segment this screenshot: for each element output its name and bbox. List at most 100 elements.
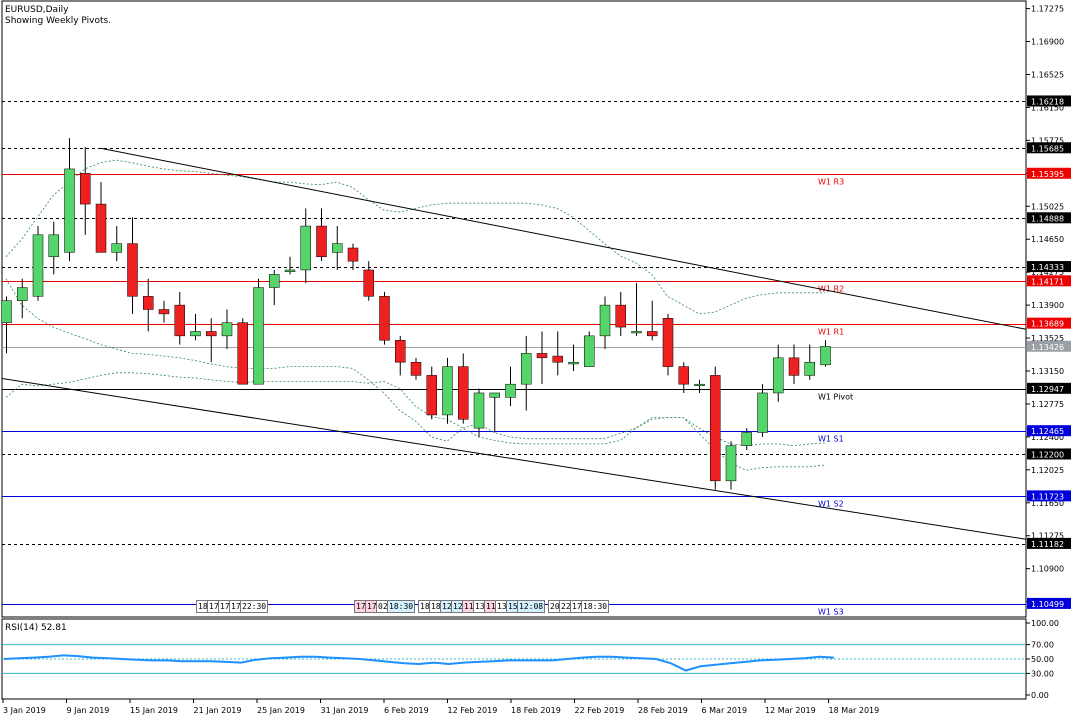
bollinger-bands — [5, 159, 826, 471]
candle-body — [568, 361, 579, 365]
candle-body — [757, 392, 768, 433]
candle — [662, 313, 674, 376]
rsi-tick-label: 70.00 — [1031, 641, 1054, 650]
price-tick-label: 1.16150 — [1031, 103, 1064, 112]
event-marker[interactable]: 12:08 — [517, 600, 546, 613]
candle-body — [631, 331, 642, 334]
candle — [426, 366, 437, 420]
candle — [458, 353, 469, 424]
candle-body — [694, 383, 705, 386]
date-label: 6 Feb 2019 — [384, 706, 429, 715]
level-price-label: 1.13689 — [1031, 320, 1064, 329]
rsi-tick-label: 30.00 — [1031, 669, 1054, 678]
candle — [95, 182, 107, 253]
event-marker[interactable]: 22:30 — [240, 600, 269, 613]
level-price-label: 1.12200 — [1031, 450, 1064, 459]
price-axis: 1.172751.169001.165251.161501.157751.154… — [1026, 5, 1071, 609]
level-price-box — [1027, 167, 1071, 179]
level-price-box — [1027, 597, 1071, 609]
date-label: 31 Jan 2019 — [321, 706, 369, 715]
candle-body — [820, 346, 831, 366]
level-price-label: 1.13426 — [1031, 343, 1064, 352]
price-tick-label: 1.13525 — [1031, 334, 1064, 343]
candle-body — [741, 432, 752, 446]
chart-frame — [1, 0, 1027, 700]
price-tick-label: 1.15775 — [1031, 136, 1064, 145]
candle — [631, 283, 642, 336]
date-axis: 3 Jan 2019 9 Jan 2019 15 Jan 2019 21 Jan 20… — [2, 699, 880, 715]
middle-band — [5, 372, 826, 447]
date-label: 3 Jan 2019 — [3, 706, 46, 715]
price-tick-label: 1.12775 — [1031, 400, 1064, 409]
date-label: 12 Mar 2019 — [765, 706, 816, 715]
candle-body — [32, 234, 44, 297]
date-label: 18 Mar 2019 — [829, 706, 880, 715]
candle — [80, 146, 91, 235]
price-tick-label: 1.14650 — [1031, 235, 1064, 244]
level-price-box — [1027, 537, 1071, 549]
trendlines — [1, 147, 1027, 540]
candle-body — [410, 361, 422, 376]
candle-body — [647, 331, 658, 337]
candle — [694, 379, 705, 393]
level-price-label: 1.11182 — [1031, 540, 1064, 549]
indicator-subtitle: Showing Weekly Pivots. — [5, 16, 112, 26]
level-price-label: 1.10499 — [1031, 600, 1064, 609]
candle-body — [615, 304, 626, 328]
candle-body — [316, 225, 327, 258]
price-tick-label: 1.13150 — [1031, 367, 1064, 376]
level-price-box — [1027, 261, 1071, 273]
event-marker[interactable]: 18:30 — [387, 600, 416, 613]
price-tick-label: 1.17275 — [1031, 5, 1064, 14]
date-label: 22 Feb 2019 — [575, 706, 625, 715]
event-marker[interactable]: 18:30 — [581, 600, 610, 613]
date-label: 18 Feb 2019 — [511, 706, 561, 715]
level-price-label: 1.15685 — [1031, 144, 1064, 153]
candle — [32, 226, 44, 301]
candle-body — [253, 287, 264, 385]
rsi-panel: 100.00 70.00 50.00 30.00 0.00 — [2, 619, 1059, 700]
candle-body — [347, 247, 359, 262]
candle — [1, 296, 12, 354]
candle-body — [442, 366, 453, 416]
candle-body — [284, 269, 296, 272]
level-price-label: 1.11723 — [1031, 492, 1064, 501]
candle-body — [489, 392, 500, 398]
candle — [741, 428, 752, 451]
candle — [379, 291, 390, 345]
price-tick-label: 1.12025 — [1031, 466, 1064, 475]
candle — [221, 309, 233, 350]
price-tick-label: 1.13900 — [1031, 301, 1064, 310]
level-price-label: 1.14888 — [1031, 214, 1064, 223]
candle-body — [458, 366, 469, 420]
candle — [442, 357, 453, 424]
candle — [158, 300, 170, 323]
pivot-label: W1 R3 — [818, 178, 844, 187]
candle-body — [725, 445, 737, 482]
candle — [599, 296, 611, 350]
candle-body — [521, 353, 532, 385]
candle-body — [95, 203, 107, 253]
date-label: 12 Feb 2019 — [448, 706, 498, 715]
candle-body — [395, 340, 406, 363]
level-price-box — [1027, 95, 1071, 107]
candle — [143, 278, 154, 332]
candle — [473, 388, 485, 437]
candle — [363, 261, 374, 301]
price-tick-label: 1.11650 — [1031, 499, 1064, 508]
candle — [725, 441, 737, 490]
candle — [410, 357, 422, 380]
pivot-label: W1 S3 — [818, 608, 844, 617]
pivot-levels: W1 R3 W1 R2 W1 R1 W1 Pivot W1 S1 W1 S2 W1 S3 — [2, 101, 1026, 617]
candle — [237, 318, 248, 385]
rsi-tick-label: 50.00 — [1031, 655, 1054, 664]
candle — [489, 392, 500, 433]
level-price-box — [1027, 317, 1071, 329]
candle — [678, 362, 689, 393]
date-label: 9 Jan 2019 — [67, 706, 110, 715]
candle-body — [599, 304, 611, 337]
price-tick-label: 1.10900 — [1031, 565, 1064, 574]
candle-body — [80, 173, 91, 205]
level-price-label: 1.12465 — [1031, 427, 1064, 436]
